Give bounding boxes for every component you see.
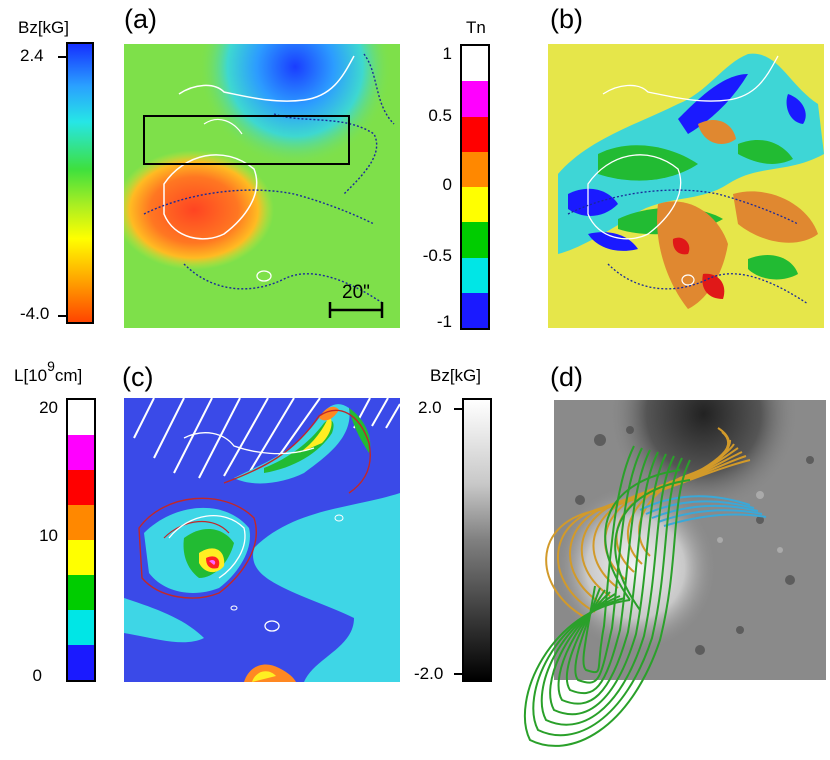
- bz-colorbar: [66, 42, 94, 324]
- length-tick-0: 0: [32, 666, 42, 685]
- tn-tick-neg1: -1: [436, 312, 452, 331]
- scale-bar-label: 20": [342, 282, 370, 303]
- panel-c-label: (c): [122, 362, 154, 392]
- length-colorbar: [66, 398, 96, 682]
- tn-tick-neg0.5: -0.5: [422, 246, 452, 265]
- panel-a-region-box: [143, 115, 350, 165]
- length-colorbar-segment: [68, 505, 94, 540]
- tn-colorbar-segment: [462, 81, 488, 117]
- tn-tick-1: 1: [442, 44, 452, 63]
- tn-tick-0: 0: [442, 175, 452, 194]
- tn-colorbar-segment: [462, 46, 488, 82]
- length-tick-10: 10: [39, 526, 58, 545]
- length-colorbar-segment: [68, 400, 94, 435]
- length-colorbar-segment: [68, 435, 94, 470]
- tn-colorbar: [460, 44, 490, 330]
- tn-colorbar-segment: [462, 222, 488, 258]
- length-colorbar-segment: [68, 645, 94, 680]
- tn-colorbar-segment: [462, 187, 488, 223]
- bz-gray-max: 2.0: [418, 398, 442, 417]
- bz-gray-min: -2.0: [414, 664, 444, 683]
- panel-c-length-map: [124, 398, 400, 682]
- panel-a-magnetogram: [124, 44, 400, 328]
- tn-colorbar-segment: [462, 292, 488, 328]
- length-tick-20: 20: [39, 398, 58, 417]
- tn-tick-0.5: 0.5: [428, 106, 452, 125]
- bz-gray-colorbar: [462, 398, 492, 682]
- panel-d-field-lines: [524, 400, 826, 747]
- tn-colorbar-segment: [462, 257, 488, 293]
- tn-colorbar-segment: [462, 151, 488, 187]
- length-colorbar-segment: [68, 575, 94, 610]
- panel-b-twist-map: [548, 44, 824, 328]
- length-colorbar-segment: [68, 470, 94, 505]
- bz-colorbar-title: Bz[kG]: [18, 18, 70, 37]
- bz-colorbar-min: -4.0: [20, 304, 50, 323]
- tn-colorbar-title: Tn: [466, 18, 486, 37]
- panel-b-label: (b): [550, 4, 583, 34]
- panel-d-label: (d): [550, 362, 583, 392]
- length-colorbar-segment: [68, 610, 94, 645]
- bz-colorbar-max: 2.4: [20, 46, 44, 65]
- panel-a-label: (a): [124, 4, 157, 34]
- length-colorbar-segment: [68, 540, 94, 575]
- bz-gray-colorbar-title: Bz[kG]: [430, 366, 482, 385]
- length-colorbar-title: L[109cm]: [14, 358, 83, 385]
- tn-colorbar-segment: [462, 116, 488, 152]
